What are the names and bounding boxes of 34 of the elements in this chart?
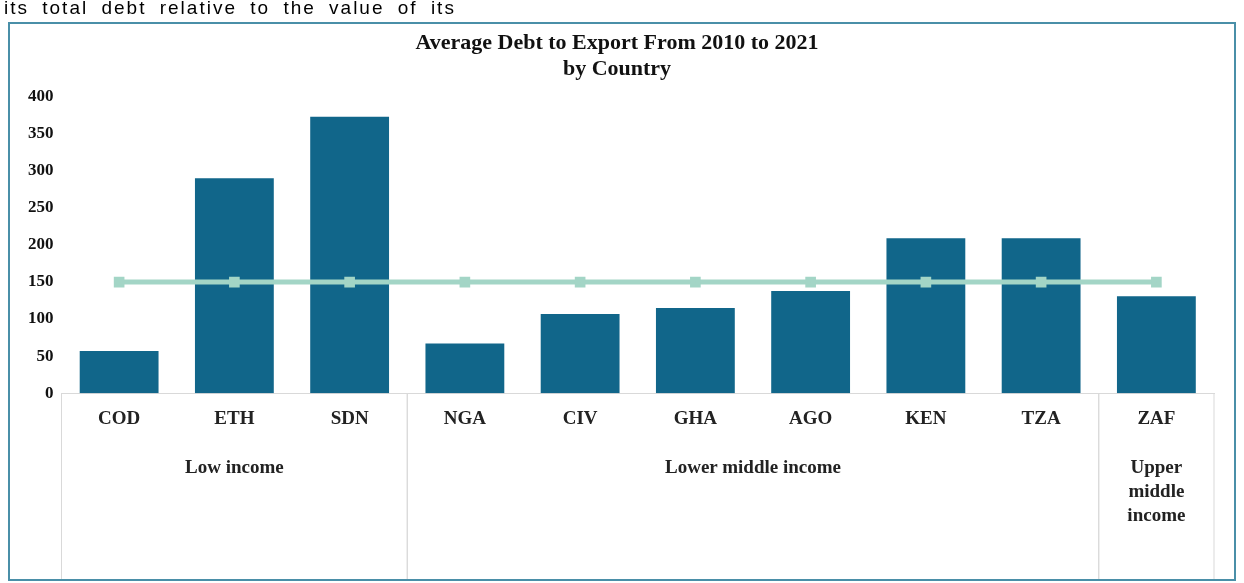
x-tick-label: CIV bbox=[562, 406, 598, 428]
x-tick-label: COD bbox=[98, 406, 141, 428]
bar bbox=[886, 238, 966, 394]
text: Low income bbox=[185, 455, 284, 477]
text: Lower middle income bbox=[665, 455, 841, 477]
bar bbox=[425, 343, 505, 394]
y-tick-label: 300 bbox=[28, 160, 54, 180]
y-tick-label: 400 bbox=[28, 86, 54, 106]
bar bbox=[540, 313, 620, 394]
bar bbox=[1001, 238, 1081, 394]
bar bbox=[771, 290, 851, 394]
x-tick-label: ETH bbox=[214, 406, 255, 428]
x-tick-label: KEN bbox=[905, 406, 947, 428]
bar bbox=[1116, 296, 1196, 394]
x-tick-label: AGO bbox=[788, 406, 833, 428]
y-tick-label: 150 bbox=[28, 271, 54, 291]
y-tick-label: 200 bbox=[28, 234, 54, 254]
y-tick-label: 250 bbox=[28, 197, 54, 217]
bar bbox=[79, 350, 159, 394]
y-tick-label: 350 bbox=[28, 123, 54, 143]
y-tick-label: 0 bbox=[45, 382, 54, 402]
text: Upper middle income bbox=[1127, 455, 1186, 525]
y-tick-label: 50 bbox=[36, 345, 54, 365]
text: its total debt relative to the value of its bbox=[3, 0, 457, 20]
y-tick-label: 100 bbox=[28, 308, 54, 328]
x-tick-label: GHA bbox=[673, 406, 718, 428]
bar bbox=[310, 116, 390, 394]
chart-title: Average Debt to Export From 2010 to 2021 by Country bbox=[415, 28, 819, 81]
bar bbox=[655, 307, 735, 394]
x-tick-label: TZA bbox=[1021, 406, 1061, 428]
bar bbox=[194, 178, 274, 394]
x-tick-label: NGA bbox=[443, 406, 487, 428]
x-tick-label: SDN bbox=[330, 406, 369, 428]
x-tick-label: ZAF bbox=[1137, 406, 1176, 428]
